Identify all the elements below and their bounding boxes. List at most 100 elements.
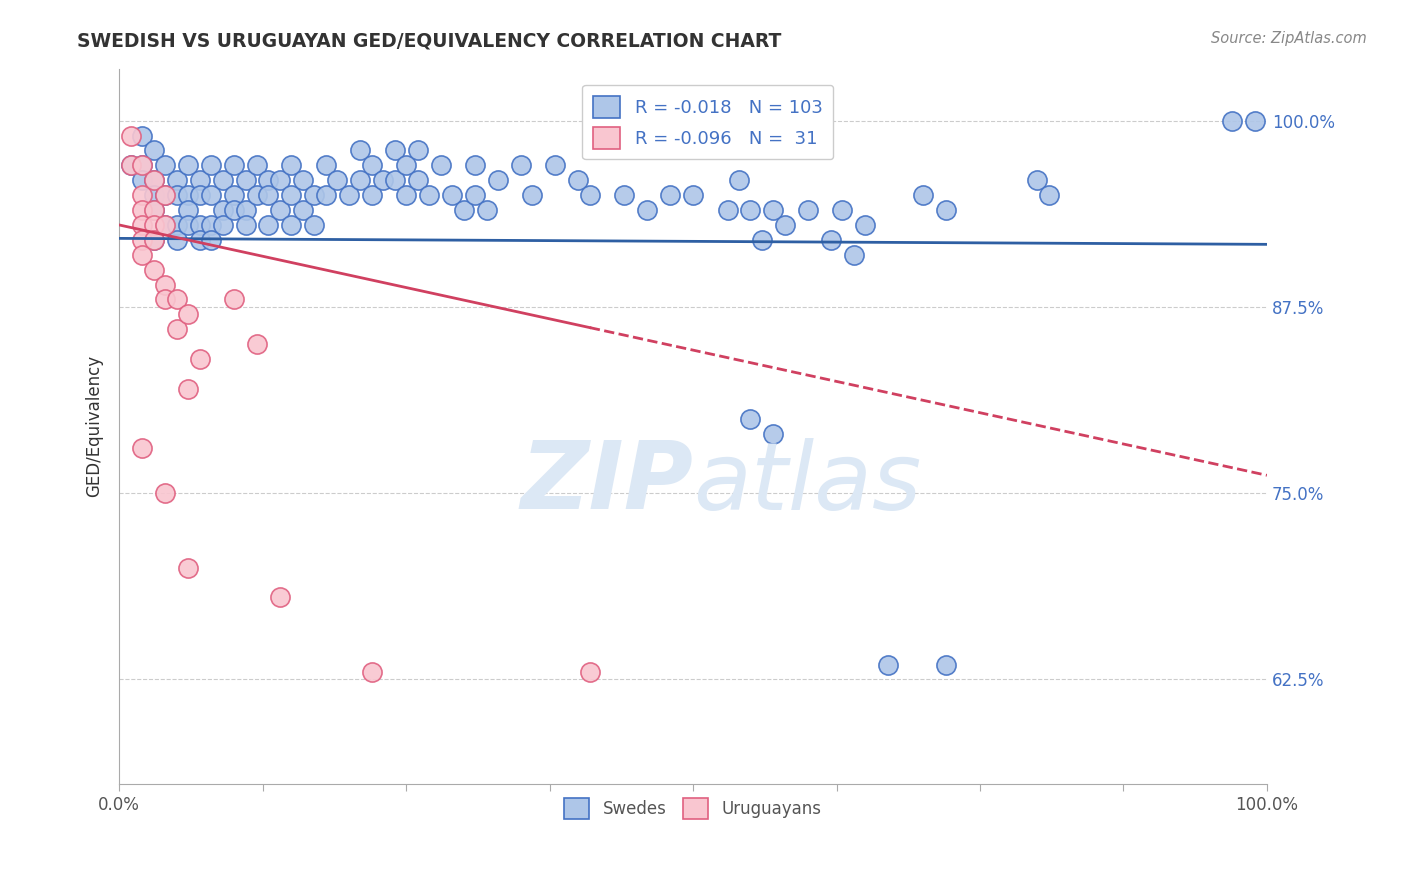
Point bbox=[269, 591, 291, 605]
Point bbox=[166, 218, 188, 232]
Point bbox=[935, 203, 957, 218]
Point bbox=[751, 233, 773, 247]
Point bbox=[246, 337, 269, 351]
Point bbox=[177, 218, 200, 232]
Point bbox=[384, 144, 406, 158]
Point bbox=[166, 322, 188, 336]
Point bbox=[177, 307, 200, 321]
Point bbox=[853, 218, 876, 232]
Point bbox=[659, 188, 682, 202]
Point bbox=[166, 233, 188, 247]
Point bbox=[716, 203, 738, 218]
Point bbox=[188, 233, 211, 247]
Point bbox=[166, 293, 188, 307]
Point bbox=[453, 203, 475, 218]
Point bbox=[269, 173, 291, 187]
Point bbox=[131, 173, 153, 187]
Point bbox=[222, 293, 245, 307]
Point bbox=[269, 203, 291, 218]
Point bbox=[441, 188, 464, 202]
Point bbox=[773, 218, 796, 232]
Point bbox=[384, 173, 406, 187]
Point bbox=[131, 442, 153, 456]
Point bbox=[406, 173, 429, 187]
Point bbox=[120, 158, 142, 172]
Point bbox=[315, 188, 337, 202]
Point bbox=[131, 233, 153, 247]
Point bbox=[395, 188, 418, 202]
Point bbox=[349, 144, 371, 158]
Point bbox=[142, 173, 165, 187]
Point bbox=[360, 158, 382, 172]
Point bbox=[1222, 113, 1244, 128]
Text: SWEDISH VS URUGUAYAN GED/EQUIVALENCY CORRELATION CHART: SWEDISH VS URUGUAYAN GED/EQUIVALENCY COR… bbox=[77, 31, 782, 50]
Point bbox=[911, 188, 934, 202]
Point bbox=[578, 188, 600, 202]
Point bbox=[211, 173, 233, 187]
Point bbox=[142, 173, 165, 187]
Point bbox=[188, 352, 211, 367]
Point bbox=[820, 233, 842, 247]
Point bbox=[131, 158, 153, 172]
Point bbox=[304, 188, 326, 202]
Point bbox=[257, 218, 280, 232]
Point bbox=[418, 188, 440, 202]
Point bbox=[131, 248, 153, 262]
Point bbox=[142, 203, 165, 218]
Point bbox=[246, 158, 269, 172]
Point bbox=[153, 218, 176, 232]
Text: ZIP: ZIP bbox=[520, 437, 693, 529]
Point bbox=[200, 233, 222, 247]
Point bbox=[360, 665, 382, 679]
Point bbox=[831, 203, 853, 218]
Point bbox=[188, 218, 211, 232]
Point bbox=[464, 158, 486, 172]
Point bbox=[360, 188, 382, 202]
Point bbox=[578, 665, 600, 679]
Point bbox=[177, 158, 200, 172]
Point bbox=[153, 158, 176, 172]
Point bbox=[200, 158, 222, 172]
Point bbox=[464, 188, 486, 202]
Point bbox=[304, 218, 326, 232]
Point bbox=[567, 173, 589, 187]
Point bbox=[762, 203, 785, 218]
Point bbox=[131, 158, 153, 172]
Point bbox=[153, 188, 176, 202]
Point bbox=[257, 188, 280, 202]
Point bbox=[131, 188, 153, 202]
Point bbox=[153, 293, 176, 307]
Point bbox=[142, 233, 165, 247]
Point bbox=[395, 158, 418, 172]
Y-axis label: GED/Equivalency: GED/Equivalency bbox=[86, 355, 103, 497]
Point bbox=[349, 173, 371, 187]
Point bbox=[153, 188, 176, 202]
Point bbox=[429, 158, 451, 172]
Point bbox=[235, 218, 257, 232]
Point bbox=[246, 188, 269, 202]
Point bbox=[153, 486, 176, 500]
Point bbox=[153, 218, 176, 232]
Point bbox=[740, 203, 762, 218]
Point bbox=[153, 277, 176, 292]
Point bbox=[166, 188, 188, 202]
Point bbox=[613, 188, 636, 202]
Point bbox=[200, 218, 222, 232]
Point bbox=[177, 203, 200, 218]
Point bbox=[326, 173, 349, 187]
Point bbox=[211, 203, 233, 218]
Point bbox=[257, 173, 280, 187]
Point bbox=[222, 203, 245, 218]
Legend: Swedes, Uruguayans: Swedes, Uruguayans bbox=[558, 792, 828, 825]
Point bbox=[291, 173, 314, 187]
Point bbox=[222, 188, 245, 202]
Point bbox=[166, 173, 188, 187]
Point bbox=[280, 188, 302, 202]
Point bbox=[315, 158, 337, 172]
Text: atlas: atlas bbox=[693, 438, 921, 529]
Point bbox=[177, 560, 200, 574]
Point bbox=[337, 188, 360, 202]
Point bbox=[188, 173, 211, 187]
Point bbox=[120, 128, 142, 143]
Point bbox=[142, 188, 165, 202]
